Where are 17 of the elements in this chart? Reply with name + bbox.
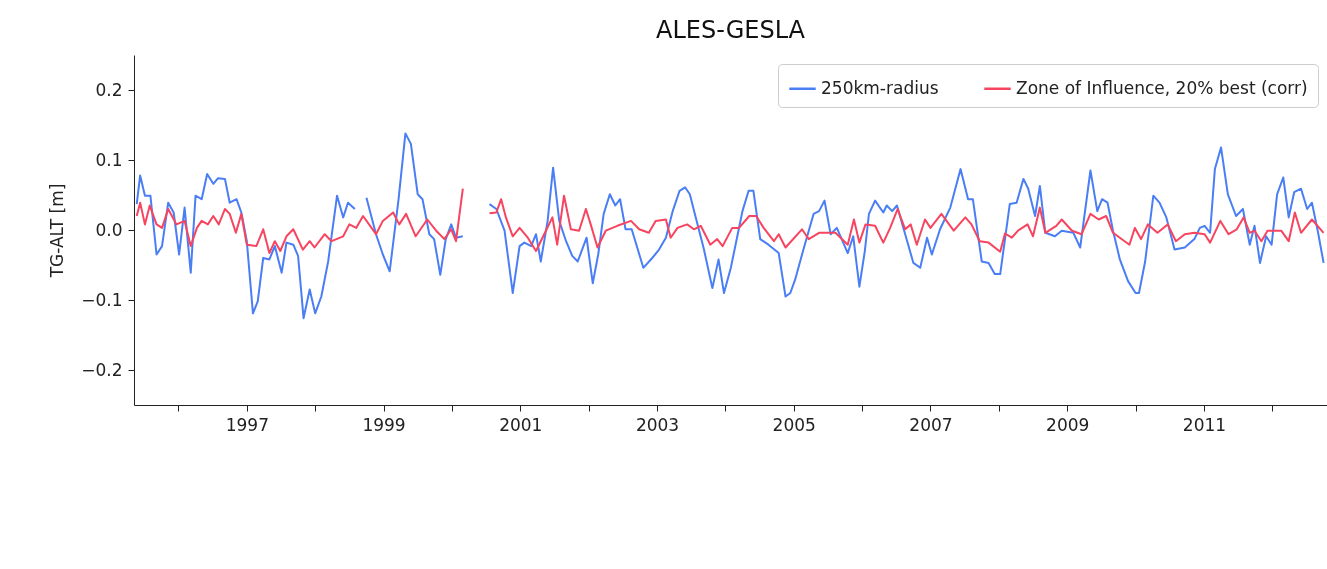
y-tick-label: −0.2 <box>81 359 123 380</box>
y-tick-label: −0.1 <box>81 289 123 310</box>
x-tick-label: 2003 <box>635 414 680 435</box>
x-tick-label: 1997 <box>225 414 269 435</box>
x-tick-label: 1999 <box>362 414 406 435</box>
y-tick-label: 0.2 <box>95 79 123 100</box>
y-axis-title: TG-ALT [m] <box>47 183 68 279</box>
x-tick-label: 2001 <box>499 414 543 435</box>
chart-title: ALES-GESLA <box>655 16 806 44</box>
y-tick-label: 0.1 <box>95 149 123 170</box>
x-tick-label: 2005 <box>772 414 816 435</box>
y-tick-label: 0.0 <box>95 219 123 240</box>
legend-label: 250km-radius <box>821 77 939 98</box>
x-tick-label: 2007 <box>909 414 953 435</box>
legend-label: Zone of Influence, 20% best (corr) <box>1016 77 1308 98</box>
x-tick-label: 2009 <box>1046 414 1090 435</box>
x-tick-label: 2011 <box>1182 414 1227 435</box>
